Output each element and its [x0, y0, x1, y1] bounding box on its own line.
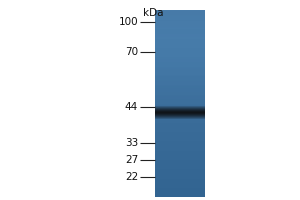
Text: kDa: kDa	[143, 8, 164, 18]
Text: 27: 27	[125, 155, 138, 165]
Text: 22: 22	[125, 172, 138, 182]
Text: 33: 33	[125, 138, 138, 148]
Text: 100: 100	[118, 17, 138, 27]
Text: 44: 44	[125, 102, 138, 112]
Text: 70: 70	[125, 47, 138, 57]
